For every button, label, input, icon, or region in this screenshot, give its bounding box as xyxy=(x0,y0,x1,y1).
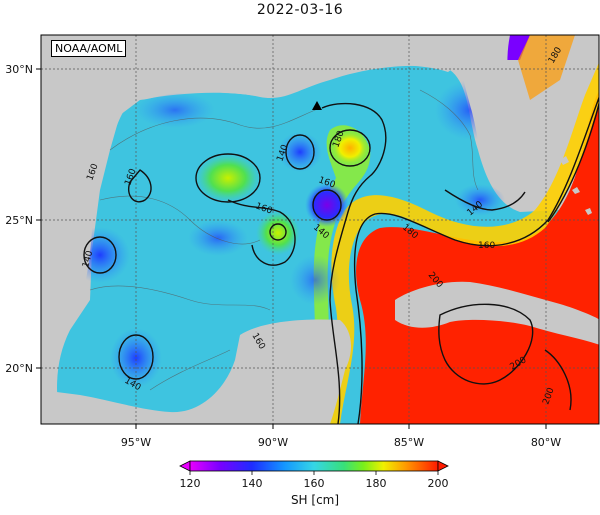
us-coast-land xyxy=(135,35,460,100)
map-frame xyxy=(40,34,600,425)
colorbar-tick: 120 xyxy=(180,477,201,490)
map-title: 2022-03-16 xyxy=(256,2,344,18)
station-marker xyxy=(312,101,322,110)
yucatan-land xyxy=(41,319,352,424)
colorbar-tick: 160 xyxy=(304,477,325,490)
mexico-land xyxy=(41,35,135,424)
lon-tick-label: 90°W xyxy=(258,436,288,449)
thin-contours xyxy=(89,89,479,391)
contour-label: 160 xyxy=(478,241,495,251)
colorbar-tick: 180 xyxy=(366,477,387,490)
colorbar-tick: 140 xyxy=(242,477,263,490)
credit-label: NOAA/AOML xyxy=(51,40,127,57)
warm-region xyxy=(356,91,599,424)
bold-contours xyxy=(83,95,599,424)
lon-tick-label: 85°W xyxy=(394,436,424,449)
colorbar-tick: 200 xyxy=(428,477,449,490)
lon-tick-label: 80°W xyxy=(531,436,561,449)
lat-tick-label: 20°N xyxy=(5,362,33,375)
lon-tick-label: 95°W xyxy=(121,436,151,449)
lat-tick-label: 25°N xyxy=(5,214,33,227)
graticule xyxy=(41,35,599,424)
ticks xyxy=(36,68,547,429)
map-plot-area xyxy=(41,35,599,424)
contour-label: 140 xyxy=(81,249,95,268)
florida-land xyxy=(455,35,520,196)
colorbar-label: SH [cm] xyxy=(290,493,340,507)
lat-tick-label: 30°N xyxy=(5,63,33,76)
colorbar: 120 140 160 180 200 xyxy=(179,460,449,490)
cuba-land xyxy=(395,281,599,345)
